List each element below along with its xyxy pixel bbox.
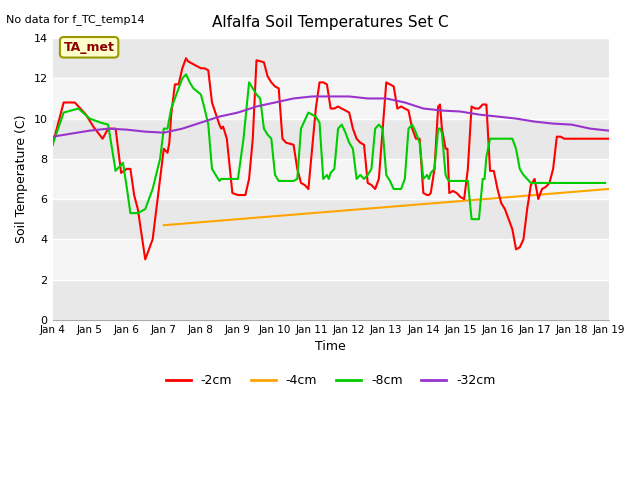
Bar — [52, 199, 609, 240]
Bar — [52, 38, 609, 78]
Bar — [52, 119, 609, 159]
Legend: -2cm, -4cm, -8cm, -32cm: -2cm, -4cm, -8cm, -32cm — [161, 370, 500, 392]
Bar — [52, 279, 609, 320]
Bar — [52, 240, 609, 279]
Title: Alfalfa Soil Temperatures Set C: Alfalfa Soil Temperatures Set C — [212, 15, 449, 30]
Bar — [52, 159, 609, 199]
Text: No data for f_TC_temp14: No data for f_TC_temp14 — [6, 14, 145, 25]
Bar — [52, 78, 609, 119]
Text: TA_met: TA_met — [63, 41, 115, 54]
X-axis label: Time: Time — [316, 340, 346, 353]
Y-axis label: Soil Temperature (C): Soil Temperature (C) — [15, 115, 28, 243]
